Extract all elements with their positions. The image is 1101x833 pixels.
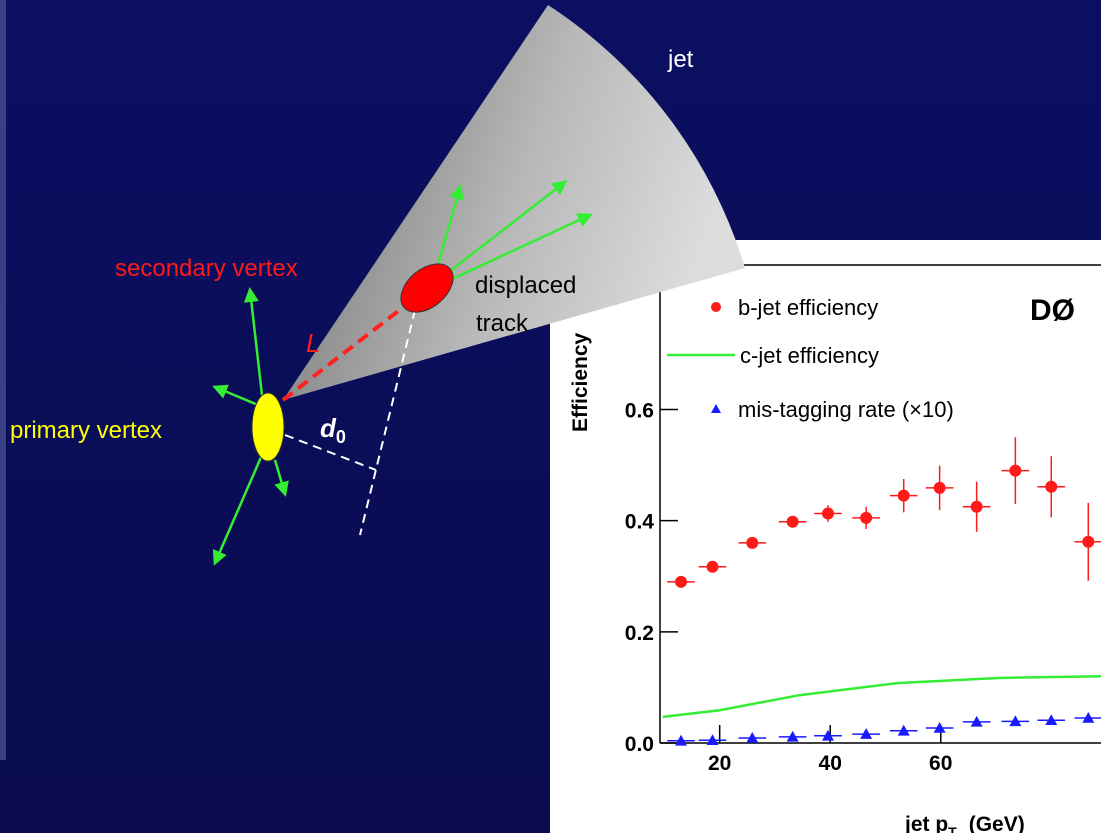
legend-label: mis-tagging rate (×10) [738, 397, 954, 422]
point [860, 512, 872, 524]
label: displaced [475, 272, 576, 299]
point [898, 490, 910, 502]
label: secondary vertex [115, 255, 298, 282]
y-tick-label: 0.0 [625, 733, 654, 756]
x-tick-label: 20 [708, 752, 731, 775]
primary-vertex [252, 393, 284, 461]
edge-strip [0, 0, 6, 760]
x-axis-label: (GeV) [969, 813, 1025, 833]
legend-label: c-jet efficiency [740, 343, 879, 368]
point [787, 516, 799, 528]
point [1009, 465, 1021, 477]
label: d [320, 413, 337, 443]
legend-label: b-jet efficiency [738, 295, 878, 320]
slide: 0.0 0.2 0.4 0.6 20 40 60 Efficiency jet pT (GeV) D… [0, 0, 1101, 833]
point [934, 482, 946, 494]
label: jet [667, 46, 694, 73]
y-tick-label: 0.2 [625, 622, 654, 645]
y-tick-label: 0.6 [625, 400, 654, 423]
x-axis-label: jet p [904, 813, 948, 833]
label: track [476, 310, 529, 337]
y-axis-label: Efficiency [569, 332, 592, 432]
x-axis-label: T [948, 824, 957, 833]
point [822, 507, 834, 519]
point [971, 501, 983, 513]
point [1082, 536, 1094, 548]
label: primary vertex [10, 417, 162, 444]
label: L [306, 328, 320, 358]
point [707, 561, 719, 573]
point [746, 537, 758, 549]
x-tick-label: 40 [819, 752, 842, 775]
annotation: DØ [1030, 294, 1075, 327]
label: 0 [336, 427, 346, 447]
point [1045, 481, 1057, 493]
legend-marker [711, 302, 721, 312]
point [675, 576, 687, 588]
x-tick-label: 60 [929, 752, 952, 775]
page: {"diagram": {"jet": "jet", "secondary_ve… [0, 0, 1101, 833]
y-tick-label: 0.4 [625, 511, 655, 534]
